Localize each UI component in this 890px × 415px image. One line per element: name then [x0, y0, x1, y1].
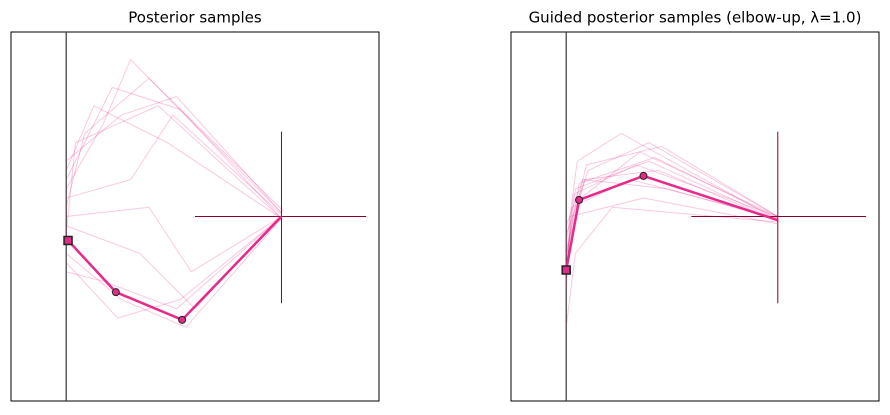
sample-line — [65, 218, 282, 328]
arm-joint — [575, 195, 584, 204]
chart-title: Posterior samples — [128, 9, 262, 27]
sample-line — [65, 77, 284, 212]
sample-line — [565, 156, 779, 258]
sample-line — [565, 179, 780, 226]
sample-line — [565, 142, 779, 236]
sample-line — [66, 114, 282, 216]
plot-frame — [510, 31, 880, 402]
sample-line — [565, 206, 778, 328]
arm-line — [67, 215, 283, 322]
arm-joint — [111, 288, 120, 297]
sample-line — [65, 105, 284, 235]
sample-line — [65, 86, 281, 217]
sample-line — [65, 105, 282, 219]
sample-line — [565, 132, 779, 245]
sample-line — [65, 95, 282, 214]
arm-base — [63, 235, 73, 246]
sample-line — [66, 206, 282, 273]
sample-line — [565, 160, 779, 272]
sample-line — [565, 197, 778, 291]
sample-line — [65, 216, 282, 319]
arm-line — [564, 174, 779, 271]
plot-frame — [10, 31, 380, 402]
sample-line — [565, 164, 778, 269]
sample-line — [65, 58, 282, 214]
arm-joint — [639, 171, 648, 180]
chart-title: Guided posterior samples (elbow-up, λ=1.… — [529, 9, 862, 27]
arm-base — [561, 265, 571, 275]
sample-line — [66, 216, 282, 310]
sample-line — [565, 179, 778, 282]
sample-line — [66, 216, 281, 310]
sample-line — [565, 145, 779, 250]
arm-joint — [178, 315, 187, 324]
